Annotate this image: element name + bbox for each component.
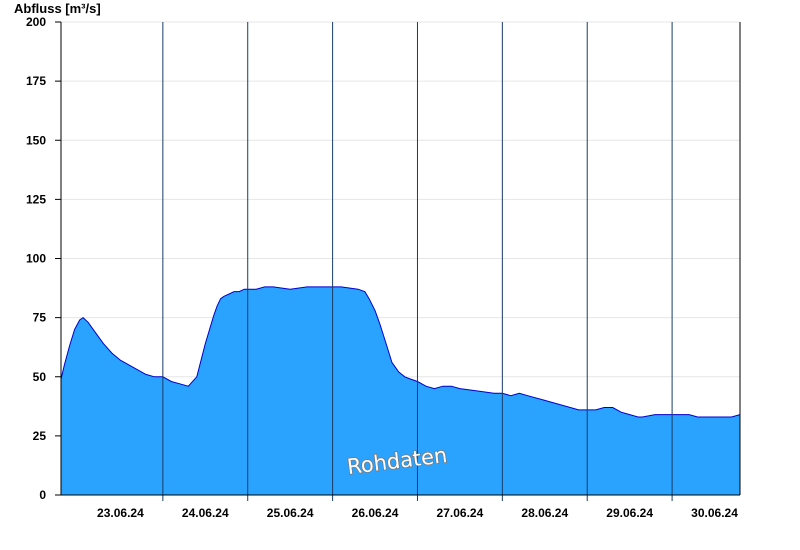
grid-lines [61, 21, 740, 437]
y-tick-label-7: 175 [26, 74, 46, 88]
x-tick-label-4: 27.06.24 [437, 506, 484, 520]
x-tick-label-0: 23.06.24 [97, 506, 144, 520]
y-axis-label: Abfluss [m³/s] [14, 1, 101, 16]
y-tick-label-8: 200 [26, 15, 46, 29]
day-separators [162, 22, 673, 501]
x-tick-label-5: 28.06.24 [521, 506, 568, 520]
y-tick-label-2: 50 [33, 370, 47, 384]
discharge-line [60, 286, 741, 418]
y-tick-label-5: 125 [26, 192, 46, 206]
y-tick-label-1: 25 [33, 429, 47, 443]
y-tick-label-3: 75 [33, 311, 47, 325]
y-tick-label-0: 0 [39, 488, 46, 502]
x-tick-label-3: 26.06.24 [352, 506, 399, 520]
discharge-area [61, 286, 740, 495]
y-tick-label-4: 100 [26, 252, 46, 266]
x-tick-label-7: 30.06.24 [691, 506, 738, 520]
x-axis-ticks: 23.06.24 24.06.24 25.06.24 26.06.24 27.06.24… [97, 506, 738, 520]
x-tick-label-6: 29.06.24 [606, 506, 653, 520]
y-axis-ticks: 0 25 50 75 100 125 150 175 200 [26, 15, 61, 502]
x-tick-label-2: 25.06.24 [267, 506, 314, 520]
y-tick-label-6: 150 [26, 133, 46, 147]
x-tick-label-1: 24.06.24 [182, 506, 229, 520]
